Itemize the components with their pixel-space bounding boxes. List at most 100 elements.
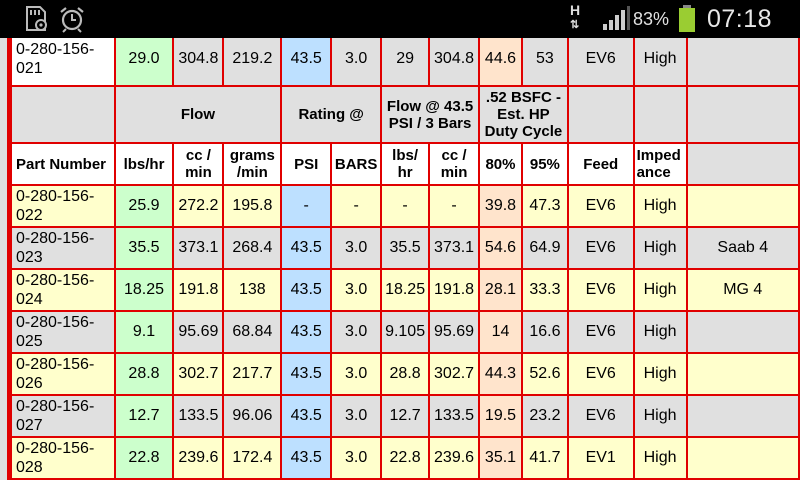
hp-95-cell[interactable]: 64.9 <box>520 226 569 270</box>
flow-lbs-hr-cell[interactable]: 12.7 <box>380 394 431 438</box>
part-number-cell[interactable]: 0-280-156-024 <box>10 268 116 312</box>
cc-min-cell[interactable]: 133.5 <box>172 394 225 438</box>
lbs-hr-cell[interactable]: 28.8 <box>113 352 175 396</box>
cc-min-cell[interactable]: 191.8 <box>172 268 225 312</box>
impedance-cell[interactable]: High <box>632 352 688 396</box>
col-lbs-hr[interactable]: lbs/hr <box>113 142 175 186</box>
hp-80-cell[interactable]: 44.6 <box>478 38 523 87</box>
part-number-cell[interactable]: 0-280-156-022 <box>10 184 116 228</box>
feed-cell[interactable]: EV6 <box>566 38 635 87</box>
grams-min-cell[interactable]: 217.7 <box>222 352 283 396</box>
flow-cc-min-cell[interactable]: 191.8 <box>428 268 481 312</box>
flow-cc-min-cell[interactable]: 133.5 <box>428 394 481 438</box>
psi-cell[interactable]: 43.5 <box>280 394 333 438</box>
grams-min-cell[interactable]: 138 <box>222 268 283 312</box>
bars-cell[interactable]: 3.0 <box>330 352 383 396</box>
table-row[interactable]: 0-280-156-021 29.0 304.8 219.2 43.5 3.0 … <box>10 38 800 87</box>
feed-cell[interactable]: EV6 <box>566 310 635 354</box>
flow-cc-min-cell[interactable]: 302.7 <box>428 352 481 396</box>
hp-95-cell[interactable]: 53 <box>520 38 569 87</box>
feed-cell[interactable]: EV6 <box>566 184 635 228</box>
psi-cell[interactable]: 43.5 <box>280 310 333 354</box>
table-row[interactable]: 0-280-156-024 18.25 191.8 138 43.5 3.0 18.25 19… <box>10 268 800 312</box>
impedance-cell[interactable]: High <box>632 184 688 228</box>
table-row[interactable]: 0-280-156-027 12.7 133.5 96.06 43.5 3.0 12.7 13… <box>10 394 800 438</box>
col-psi[interactable]: PSI <box>280 142 333 186</box>
col-grams-min[interactable]: grams /min <box>222 142 283 186</box>
lbs-hr-cell[interactable]: 9.1 <box>113 310 175 354</box>
impedance-cell[interactable]: High <box>632 310 688 354</box>
impedance-cell[interactable]: High <box>632 436 688 480</box>
lbs-hr-cell[interactable]: 35.5 <box>113 226 175 270</box>
flow-cc-min-cell[interactable]: 239.6 <box>428 436 481 480</box>
hp-95-cell[interactable]: 33.3 <box>520 268 569 312</box>
header-flow[interactable]: Flow <box>113 85 283 144</box>
bars-cell[interactable]: 3.0 <box>330 226 383 270</box>
hp-80-cell[interactable]: 39.8 <box>478 184 523 228</box>
table-row[interactable]: 0-280-156-026 28.8 302.7 217.7 43.5 3.0 28.8 30… <box>10 352 800 396</box>
col-impedance[interactable]: Imped ance <box>632 142 688 186</box>
cc-min-cell[interactable]: 302.7 <box>172 352 225 396</box>
impedance-cell[interactable]: High <box>632 268 688 312</box>
flow-cc-min-cell[interactable]: 95.69 <box>428 310 481 354</box>
grams-min-cell[interactable]: 219.2 <box>222 38 283 87</box>
psi-cell[interactable]: 43.5 <box>280 352 333 396</box>
hp-95-cell[interactable]: 47.3 <box>520 184 569 228</box>
table-row[interactable]: 0-280-156-022 25.9 272.2 195.8- - - -39.8 47.3 E… <box>10 184 800 228</box>
table-row[interactable]: 0-280-156-028 22.8 239.6 172.4 43.5 3.0 22.8 23… <box>10 436 800 480</box>
hp-95-cell[interactable]: 16.6 <box>520 310 569 354</box>
cc-min-cell[interactable]: 272.2 <box>172 184 225 228</box>
bars-cell[interactable]: 3.0 <box>330 38 383 87</box>
psi-cell[interactable]: 43.5 <box>280 268 333 312</box>
col-flow-lbs-hr[interactable]: lbs/ hr <box>380 142 431 186</box>
header-rating[interactable]: Rating @ <box>280 85 383 144</box>
bars-cell[interactable]: 3.0 <box>330 310 383 354</box>
spreadsheet-view[interactable]: 0-280-156-021 29.0 304.8 219.2 43.5 3.0 … <box>0 38 800 480</box>
part-number-cell[interactable]: 0-280-156-026 <box>10 352 116 396</box>
lbs-hr-cell[interactable]: 22.8 <box>113 436 175 480</box>
application-cell[interactable] <box>685 184 800 228</box>
feed-cell[interactable]: EV6 <box>566 268 635 312</box>
grams-min-cell[interactable]: 195.8 <box>222 184 283 228</box>
col-95[interactable]: 95% <box>520 142 569 186</box>
part-number-cell[interactable]: 0-280-156-025 <box>10 310 116 354</box>
psi-cell[interactable]: 43.5 <box>280 226 333 270</box>
bars-cell[interactable]: - <box>330 184 383 228</box>
header-bsfc[interactable]: .52 BSFC - Est. HP Duty Cycle <box>478 85 569 144</box>
impedance-cell[interactable]: High <box>632 226 688 270</box>
cc-min-cell[interactable]: 95.69 <box>172 310 225 354</box>
feed-cell[interactable]: EV6 <box>566 226 635 270</box>
feed-cell[interactable]: EV6 <box>566 352 635 396</box>
flow-lbs-hr-cell[interactable]: 28.8 <box>380 352 431 396</box>
part-number-cell[interactable]: 0-280-156-028 <box>10 436 116 480</box>
impedance-cell[interactable]: High <box>632 394 688 438</box>
feed-cell[interactable]: EV6 <box>566 394 635 438</box>
application-cell[interactable] <box>685 394 800 438</box>
part-number-cell[interactable]: 0-280-156-027 <box>10 394 116 438</box>
psi-cell[interactable]: 43.5 <box>280 436 333 480</box>
flow-cc-min-cell[interactable]: 373.1 <box>428 226 481 270</box>
impedance-cell[interactable]: High <box>632 38 688 87</box>
flow-lbs-hr-cell[interactable]: 18.25 <box>380 268 431 312</box>
flow-lbs-hr-cell[interactable]: - <box>380 184 431 228</box>
col-feed[interactable]: Feed <box>566 142 635 186</box>
flow-cc-min-cell[interactable]: - <box>428 184 481 228</box>
col-part-number[interactable]: Part Number <box>10 142 116 186</box>
application-cell[interactable]: MG 4 <box>685 268 800 312</box>
grams-min-cell[interactable]: 96.06 <box>222 394 283 438</box>
cc-min-cell[interactable]: 239.6 <box>172 436 225 480</box>
col-bars[interactable]: BARS <box>330 142 383 186</box>
hp-80-cell[interactable]: 35.1 <box>478 436 523 480</box>
application-cell[interactable]: Saab 4 <box>685 226 800 270</box>
header-flow-at[interactable]: Flow @ 43.5 PSI / 3 Bars <box>380 85 481 144</box>
psi-cell[interactable]: 43.5 <box>280 38 333 87</box>
hp-95-cell[interactable]: 41.7 <box>520 436 569 480</box>
hp-80-cell[interactable]: 44.3 <box>478 352 523 396</box>
psi-cell[interactable]: - <box>280 184 333 228</box>
flow-lbs-hr-cell[interactable]: 29 <box>380 38 431 87</box>
flow-cc-min-cell[interactable]: 304.8 <box>428 38 481 87</box>
grams-min-cell[interactable]: 268.4 <box>222 226 283 270</box>
flow-lbs-hr-cell[interactable]: 35.5 <box>380 226 431 270</box>
bars-cell[interactable]: 3.0 <box>330 268 383 312</box>
application-cell[interactable] <box>685 436 800 480</box>
